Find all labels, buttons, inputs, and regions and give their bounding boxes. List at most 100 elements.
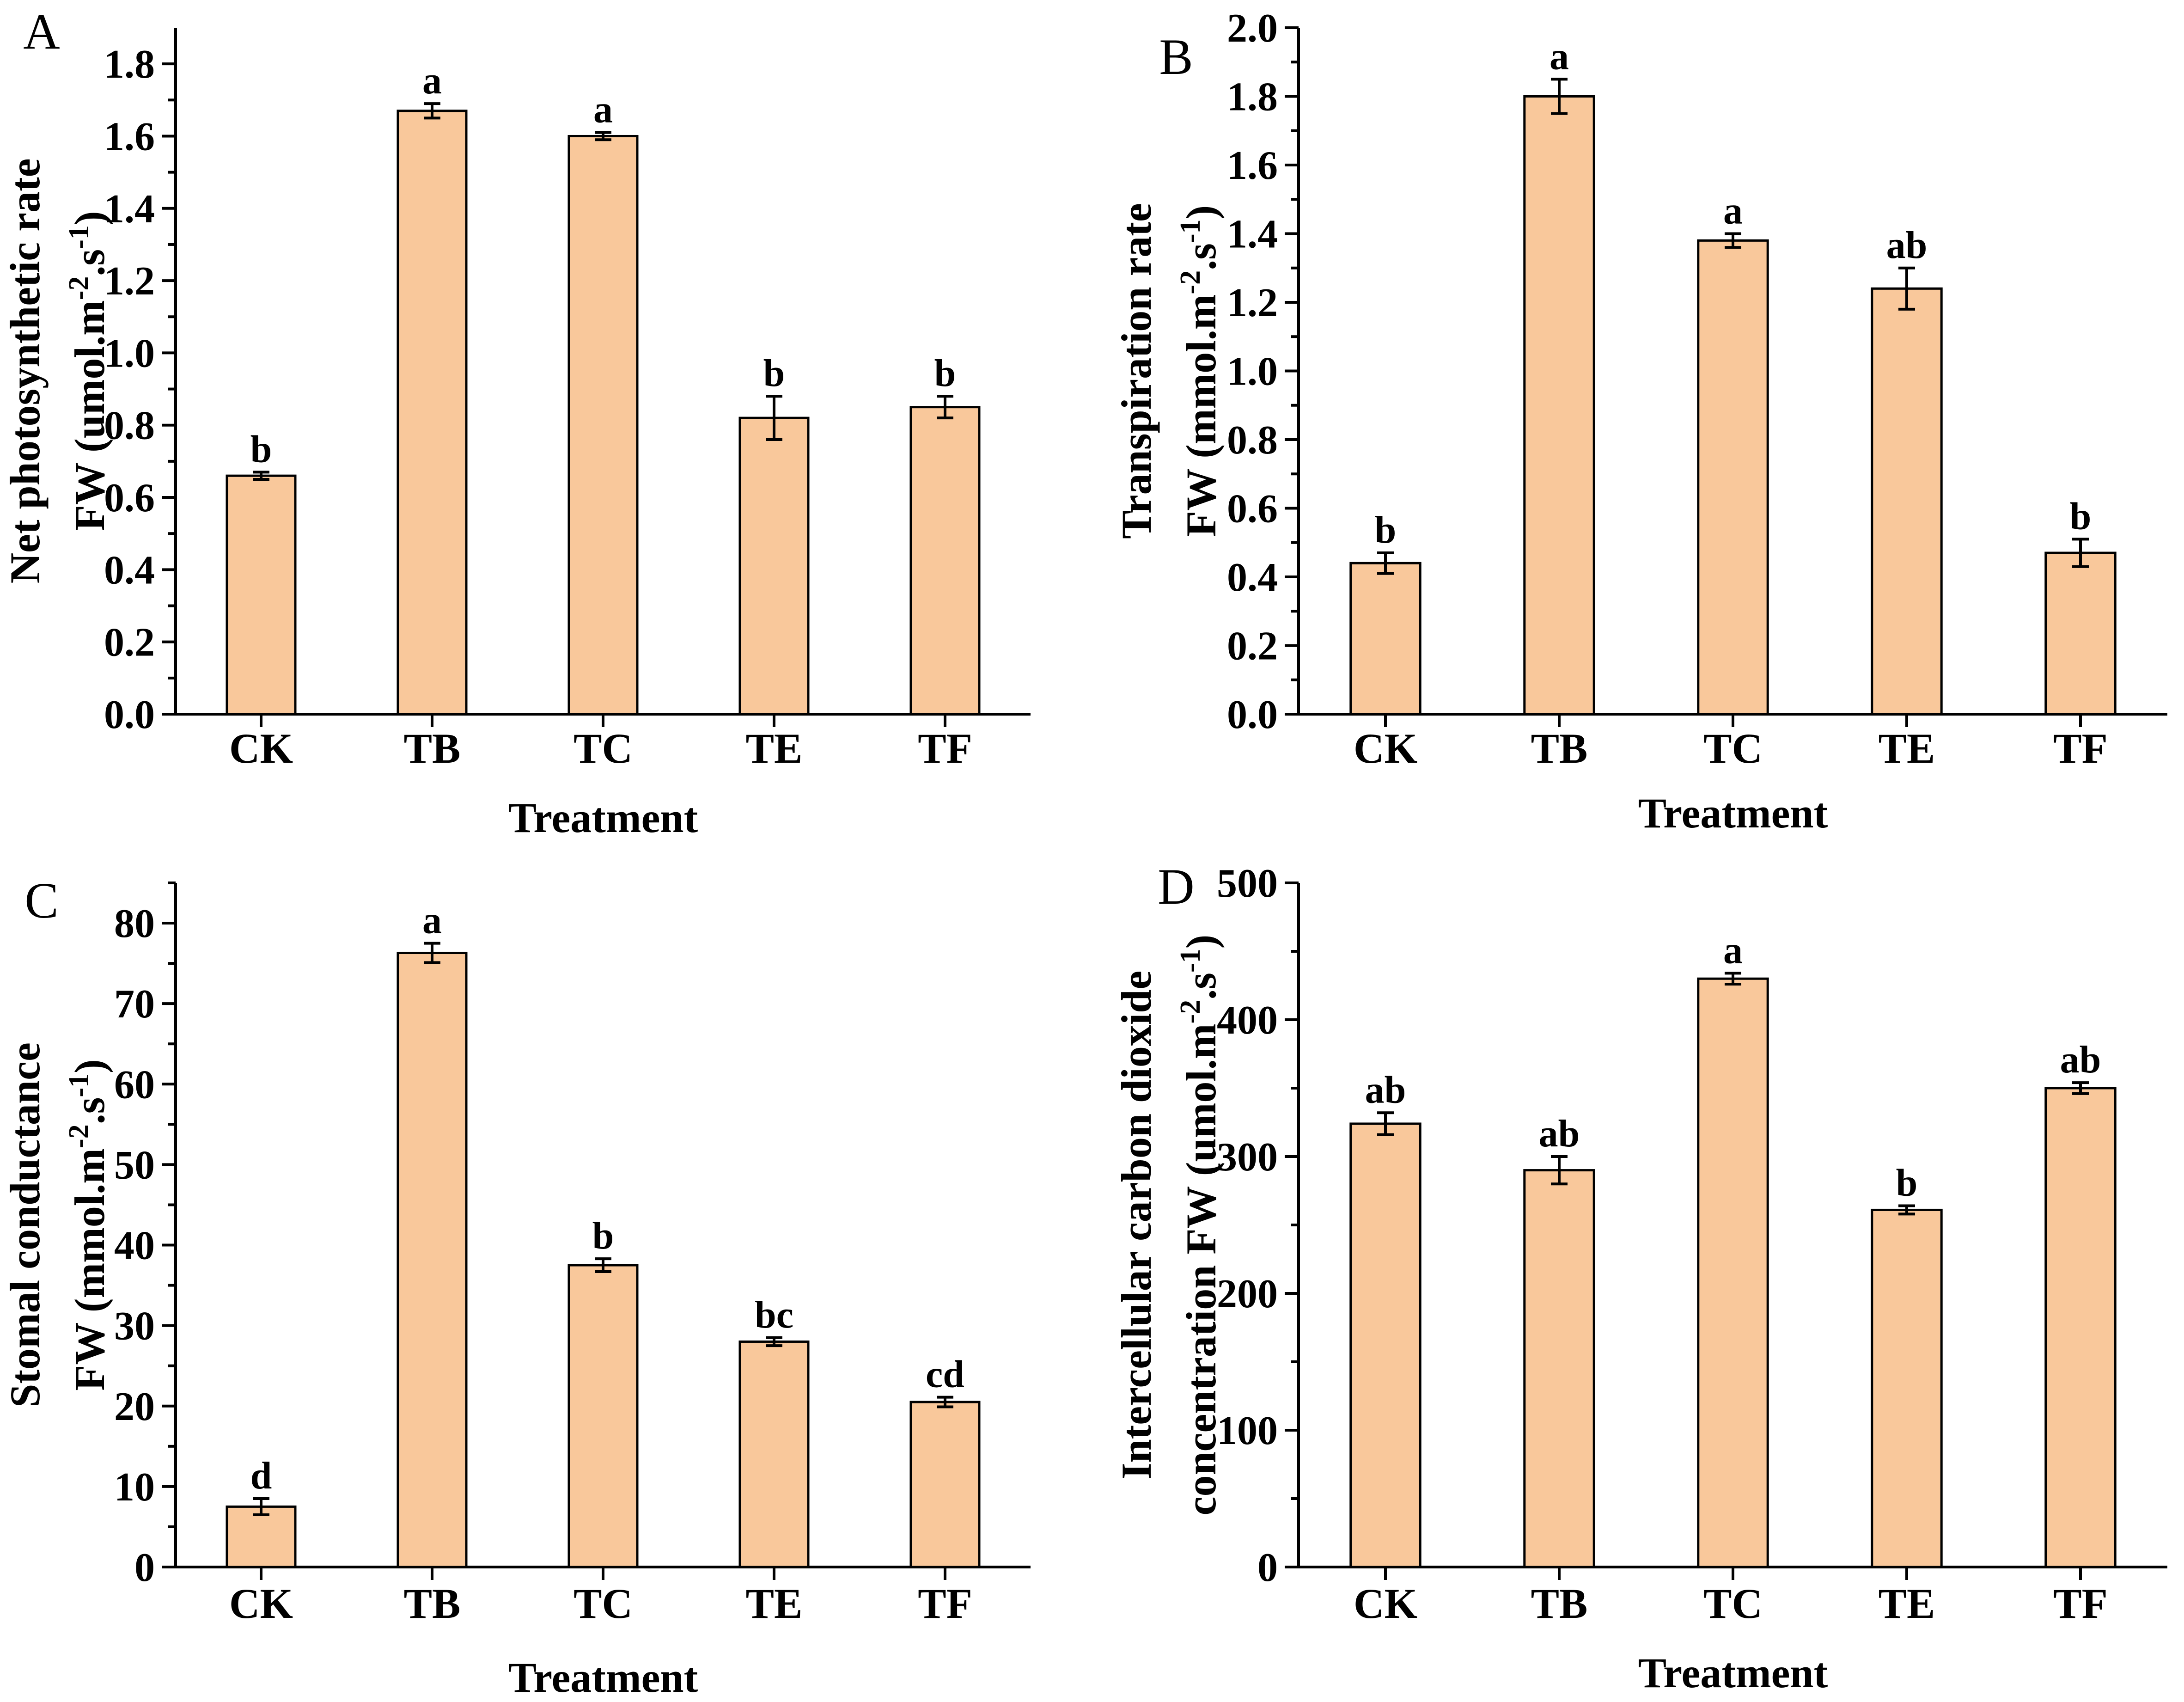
bar-tb [397, 110, 468, 716]
y-tick-label: 200 [1217, 1272, 1278, 1316]
significance-label: a [1723, 929, 1743, 972]
bar-tc [567, 1264, 639, 1568]
y-tick-label: 1.4 [1227, 212, 1278, 257]
y-axis-title-text: FW (umol.m [66, 300, 113, 531]
significance-label: a [1550, 35, 1569, 78]
significance-label: bc [755, 1293, 793, 1336]
y-tick-label: 300 [1217, 1135, 1278, 1180]
y-axis-title-text: FW (mmol.m [66, 1148, 113, 1391]
y-axis-title-superscript: -1 [63, 1073, 95, 1097]
x-tick-label: TC [1703, 725, 1763, 772]
x-tick-label: CK [1354, 1580, 1417, 1627]
y-tick-label: 0.6 [1227, 487, 1278, 532]
y-tick-label: 50 [114, 1143, 155, 1188]
y-axis-title-text: .s [66, 1097, 113, 1125]
significance-label: b [763, 352, 785, 395]
y-axis-title-line2: FW (mmol.m-2.s-1) [63, 1059, 113, 1390]
bar-tb [397, 951, 468, 1568]
y-axis-title-text: ) [66, 1059, 113, 1073]
y-tick-label: 80 [114, 901, 155, 946]
significance-label: b [2070, 495, 2092, 538]
y-tick-label: 0.2 [1227, 624, 1278, 669]
y-axis-title-text: ) [1177, 935, 1225, 949]
y-axis-title-text: .s [1177, 243, 1225, 270]
significance-label: ab [1365, 1068, 1406, 1111]
significance-label: b [1896, 1162, 1918, 1205]
y-axis-title-text: .s [1177, 973, 1225, 1000]
bar-tf [909, 1401, 981, 1568]
panel-b: B 0.0 0.2 0.4 0.6 0.8 1.0 1.2 1.4 1.6 1.8 2.0 b CK a TB… [1113, 6, 2167, 837]
significance-label: cd [926, 1353, 964, 1396]
significance-label: a [1723, 190, 1743, 233]
bar-tb [1523, 1169, 1595, 1568]
y-axis-title-text: concentration FW (umol.m [1177, 1023, 1225, 1515]
y-tick-label: 20 [114, 1384, 155, 1429]
y-tick-label: 100 [1217, 1408, 1278, 1453]
x-tick-label: TE [1879, 725, 1935, 772]
y-tick-label: 0.4 [104, 548, 155, 593]
x-axis-title: Treatment [508, 794, 698, 841]
x-tick-label: TF [918, 725, 972, 772]
bar-tc [1697, 239, 1769, 716]
y-tick-label: 500 [1217, 861, 1278, 906]
y-axis-title-superscript: -1 [1175, 219, 1206, 243]
bar-te [738, 1340, 810, 1568]
y-tick-label: 1.8 [1227, 75, 1278, 120]
y-axis-title-text: .s [66, 249, 113, 276]
panel-c: C 0 10 20 30 40 50 60 70 80 d CK a TB b TC bc TE cd TF Treat… [1, 872, 1031, 1701]
significance-label: a [593, 88, 613, 131]
significance-label: ab [1539, 1112, 1580, 1155]
x-tick-label: TC [573, 725, 633, 772]
y-tick-label: 1.4 [104, 187, 155, 232]
bar-tc [1697, 977, 1769, 1568]
bar-ck [1349, 562, 1421, 716]
panel-a: A 0.0 0.2 0.4 0.6 0.8 1.0 1.2 1.4 1.6 1.8 b CK a TB a TC… [1, 3, 1031, 841]
y-tick-label: 0.6 [104, 476, 155, 520]
x-tick-label: TF [918, 1580, 972, 1627]
x-tick-label: TC [573, 1580, 633, 1627]
x-tick-label: TB [1531, 725, 1588, 772]
y-axis-title-line1: Intercellular carbon dioxide [1113, 971, 1160, 1480]
y-tick-label: 0.0 [1227, 692, 1278, 737]
panel-letter: A [23, 3, 60, 60]
y-axis-title-superscript: -1 [1175, 949, 1206, 973]
significance-label: a [422, 59, 442, 102]
y-tick-label: 1.2 [1227, 281, 1278, 325]
bar-tc [567, 135, 639, 716]
y-tick-label: 1.6 [104, 114, 155, 159]
y-axis-title-superscript: -2 [1175, 270, 1206, 294]
bar-te [1871, 287, 1943, 716]
y-tick-label: 0.8 [104, 404, 155, 448]
x-tick-label: TE [746, 725, 803, 772]
y-tick-label: 10 [114, 1465, 155, 1510]
y-tick-label: 0.4 [1227, 555, 1278, 600]
panel-letter: D [1158, 858, 1194, 915]
y-axis-title-superscript: -2 [1175, 1000, 1206, 1024]
significance-label: b [1375, 508, 1397, 551]
significance-label: b [250, 428, 272, 471]
bar-te [738, 416, 810, 716]
x-tick-label: CK [1354, 725, 1417, 772]
y-axis-title-superscript: -2 [63, 1124, 95, 1148]
y-tick-label: 0 [1257, 1545, 1278, 1590]
x-tick-label: TF [2053, 725, 2108, 772]
x-axis-title: Treatment [1638, 1649, 1828, 1696]
x-tick-label: TC [1703, 1580, 1763, 1627]
y-tick-label: 1.0 [1227, 349, 1278, 394]
significance-label: ab [1886, 224, 1928, 267]
y-axis-title-text: FW (mmol.m [1177, 294, 1225, 537]
y-tick-label: 1.0 [104, 331, 155, 376]
bar-te [1871, 1208, 1943, 1568]
y-tick-label: 40 [114, 1224, 155, 1268]
y-tick-label: 2.0 [1227, 6, 1278, 51]
bar-ck [226, 474, 297, 716]
y-axis-title-superscript: -1 [63, 225, 95, 249]
x-tick-label: TB [1531, 1580, 1588, 1627]
significance-label: b [934, 352, 956, 395]
x-tick-label: TE [1879, 1580, 1935, 1627]
y-tick-label: 400 [1217, 998, 1278, 1043]
bar-tf [2044, 551, 2117, 716]
bar-tf [909, 406, 981, 716]
panel-d: D 0 100 200 300 400 500 ab CK ab TB a TC b TE ab TF Treat… [1113, 858, 2167, 1696]
